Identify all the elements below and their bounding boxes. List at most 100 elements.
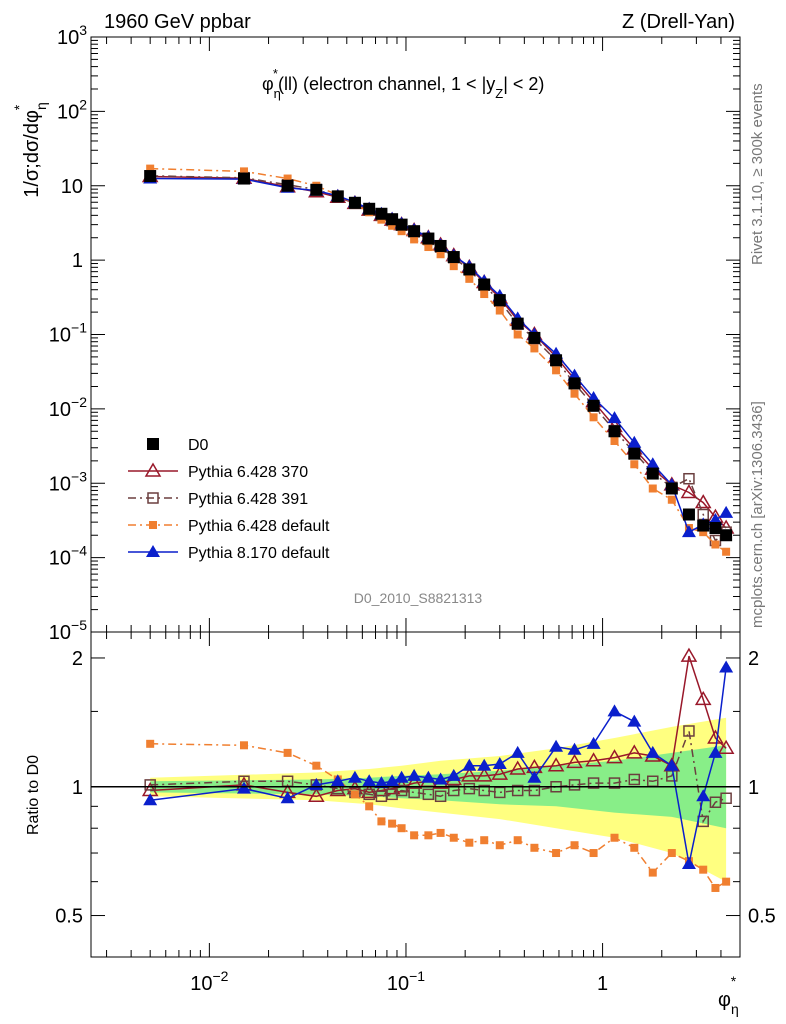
data-point [722, 547, 731, 556]
side-note-mcplots: mcplots.cern.ch [arXiv:1306.3436] [749, 401, 766, 628]
ratio-point [681, 856, 696, 869]
ratio-point [308, 787, 325, 803]
data-point [144, 170, 157, 183]
data-point [447, 251, 460, 264]
data-point [513, 330, 522, 339]
ratio-point [462, 758, 477, 771]
data-point [511, 317, 524, 330]
legend-marker [146, 545, 160, 557]
ratio-tick-label-right: 2 [748, 648, 759, 670]
ratio-tick-label-right: 0.5 [748, 906, 776, 928]
ratio-point [347, 770, 362, 783]
legend-label: Pythia 6.428 391 [188, 491, 308, 508]
ratio-point [645, 745, 660, 758]
ratio-tick-label: 1 [72, 777, 83, 799]
ratio-point [510, 745, 525, 758]
y-tick-label: 10 [61, 176, 83, 198]
data-point [646, 467, 659, 480]
ratio-point [144, 779, 156, 791]
ratio-point [495, 841, 504, 850]
data-point [665, 482, 678, 495]
x-tick-label: 10−2 [190, 968, 228, 995]
header-left: 1960 GeV ppbar [104, 11, 251, 33]
data-point [709, 522, 722, 535]
data-point [375, 207, 388, 220]
ratio-point [567, 742, 582, 755]
ratio-point [360, 783, 378, 799]
ratio-point [717, 739, 735, 755]
ratio-point [388, 819, 397, 828]
data-point [422, 232, 435, 245]
legend: D0 Pythia 6.428 370 Pythia 6.428 391 Pythia… [128, 437, 330, 562]
data-point [608, 425, 621, 438]
y-tick-label: 10−5 [49, 617, 87, 644]
ratio-point [434, 790, 447, 803]
ratio-point [407, 768, 422, 781]
ratio-point [608, 777, 621, 789]
data-point [587, 399, 600, 412]
data-point [395, 218, 408, 231]
data-point [283, 174, 292, 183]
data-point [681, 525, 696, 538]
data-point [424, 243, 433, 252]
ratio-tick-label-right: 1 [748, 777, 759, 799]
ratio-point [143, 793, 158, 806]
data-point [281, 179, 294, 192]
ratio-point [449, 833, 458, 842]
data-point [667, 495, 676, 504]
legend-label: Pythia 6.428 370 [188, 464, 308, 481]
ratio-point [528, 784, 541, 797]
y-axis-label: 1/σ;dσ/dφη* [11, 102, 49, 198]
ratio-point [446, 768, 461, 781]
legend-label: Pythia 8.170 default [188, 545, 330, 562]
ratio-point [146, 739, 155, 748]
ratio-point [448, 784, 460, 797]
ratio-point [480, 836, 489, 845]
ratio-point [394, 770, 409, 783]
ratio-point [330, 774, 345, 787]
y-tick-label: 10−1 [49, 320, 87, 347]
data-point [607, 411, 622, 424]
data-point [386, 213, 399, 226]
ratio-point [628, 773, 641, 786]
data-point [363, 202, 376, 215]
x-tick-label: 1 [597, 973, 608, 995]
ratio-point [283, 748, 292, 757]
legend-label: D0 [188, 437, 209, 454]
ratio-point [365, 802, 374, 811]
legend-marker [144, 462, 162, 477]
data-point [434, 239, 447, 252]
ratio-point [478, 784, 490, 797]
data-point [463, 263, 476, 276]
data-point [146, 164, 155, 173]
ratio-point [589, 849, 598, 858]
data-point [648, 484, 657, 493]
data-point [480, 290, 489, 299]
ratio-point [491, 765, 509, 780]
ratio-point [312, 761, 321, 770]
data-point [683, 472, 695, 485]
ratio-point [664, 758, 679, 771]
data-point [610, 436, 619, 445]
ratio-point [397, 824, 406, 833]
ratio-point [463, 782, 476, 795]
ratio-point [424, 831, 433, 840]
data-point [528, 331, 541, 344]
data-point [694, 494, 712, 509]
ratio-point [722, 877, 731, 886]
ratio-point [236, 781, 251, 794]
ratio-point [475, 767, 493, 782]
ratio-point [666, 770, 678, 782]
ratio-point [694, 690, 712, 706]
ratio-point [720, 792, 732, 805]
ratio-point [606, 749, 623, 764]
ratio-point [410, 831, 419, 840]
x-axis-label: φη* [718, 973, 739, 1017]
ratio-point [465, 838, 474, 847]
ratio-point [461, 767, 478, 782]
ratio-point [385, 774, 400, 787]
data-point [530, 344, 539, 353]
ratio-frame [90, 631, 741, 958]
ratio-point [547, 757, 565, 772]
ratio-point [719, 660, 734, 673]
